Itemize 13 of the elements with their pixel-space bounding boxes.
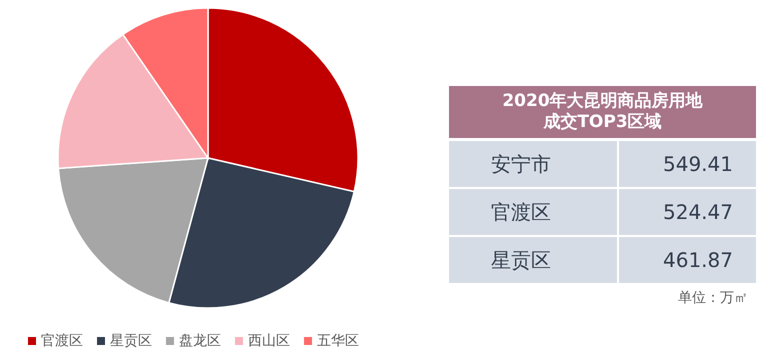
legend-label: 官渡区: [41, 332, 83, 350]
text: 单位：万㎡: [677, 289, 749, 307]
legend-label: 五华区: [317, 332, 359, 350]
category-label: 星贡区: [449, 237, 617, 283]
text: 2020年大昆明商品房用地成交TOP3区域: [501, 91, 704, 133]
legend-label: 星贡区: [110, 332, 152, 350]
legend-label: 西山区: [248, 332, 290, 350]
category-label: 官渡区: [449, 189, 617, 235]
data-label: 524.47: [619, 189, 756, 235]
category-label: 安宁市: [449, 141, 617, 187]
data-label: 461.87: [619, 237, 756, 283]
legend-label: 盘龙区: [179, 332, 221, 350]
data-label: 549.41: [619, 141, 756, 187]
